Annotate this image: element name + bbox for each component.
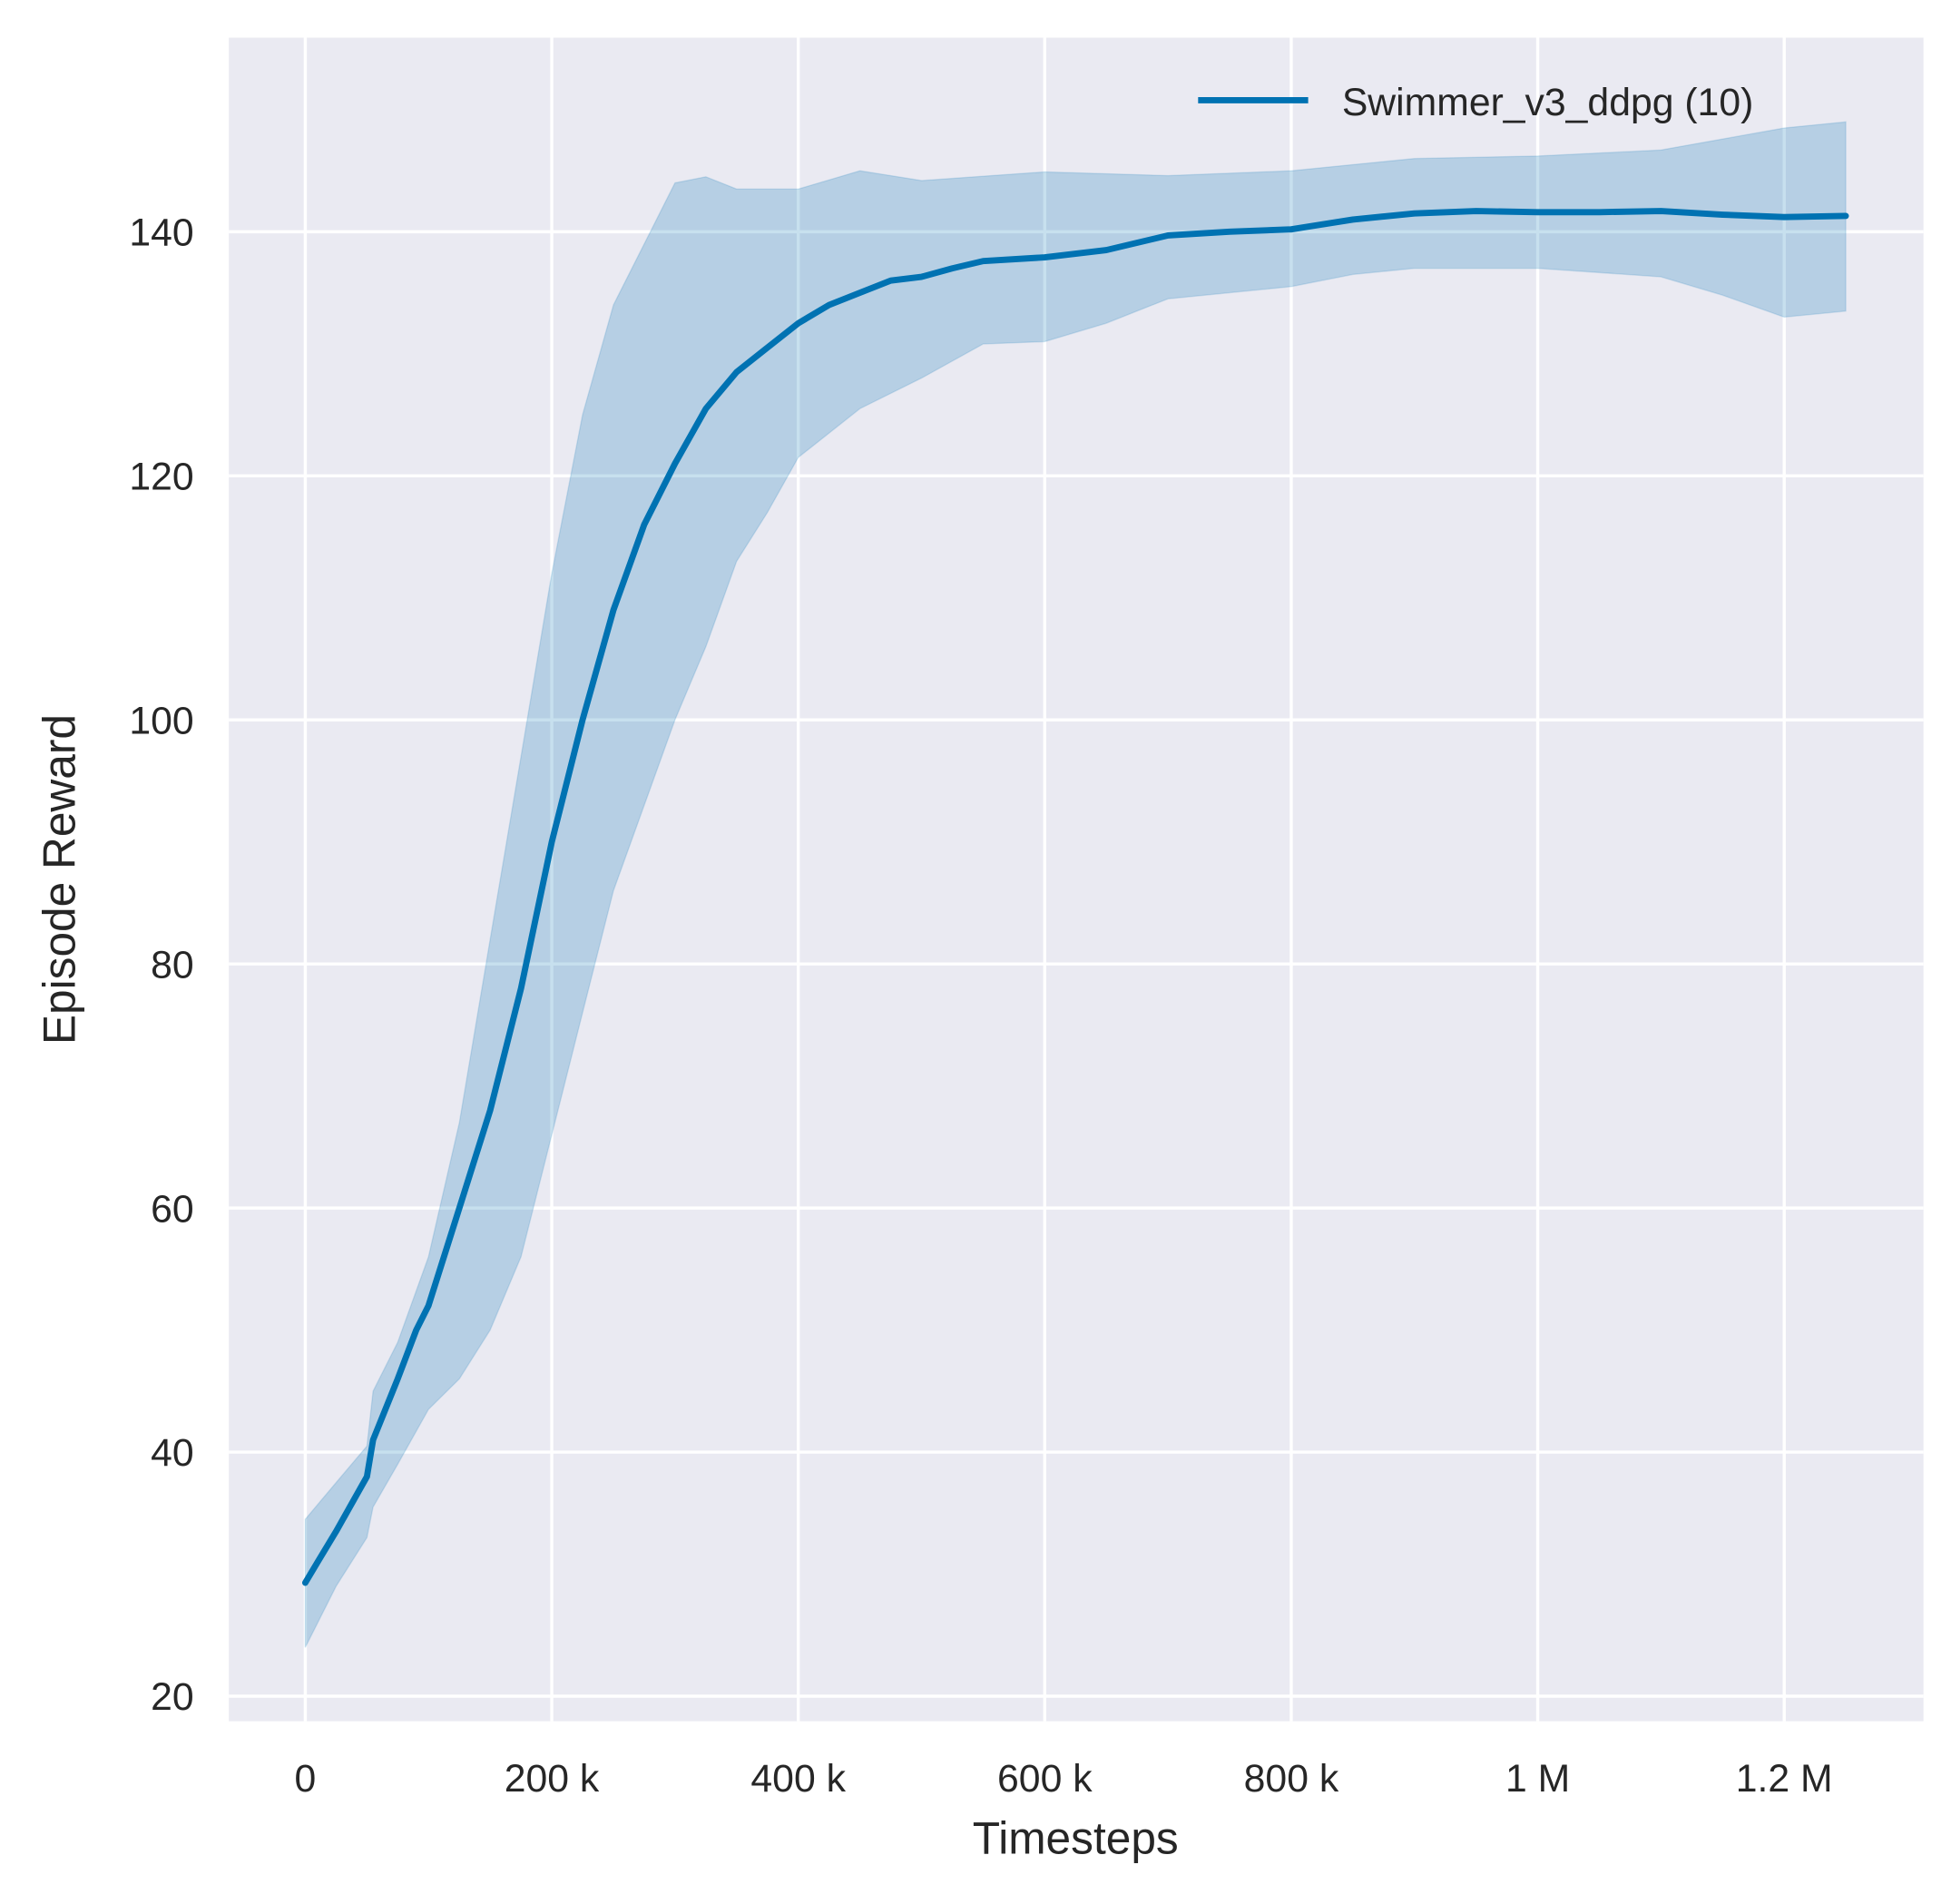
x-tick-label: 200 k xyxy=(505,1757,600,1801)
y-tick-label: 20 xyxy=(151,1675,194,1719)
x-tick-label: 800 k xyxy=(1244,1757,1339,1801)
y-tick-label: 80 xyxy=(151,943,194,986)
y-axis-label: Episode Reward xyxy=(34,714,85,1045)
confidence-band-area xyxy=(304,121,1847,1648)
x-axis-label: Timesteps xyxy=(973,1813,1179,1864)
series-lines xyxy=(301,208,1849,1586)
x-tick-label: 0 xyxy=(295,1757,317,1801)
confidence-band xyxy=(304,121,1847,1648)
legend: Swimmer_v3_ddpg (10) xyxy=(1198,81,1753,124)
x-tick-label: 1.2 M xyxy=(1736,1757,1833,1801)
y-tick-label: 60 xyxy=(151,1187,194,1231)
y-tick-label: 100 xyxy=(129,699,193,742)
tick-labels: 0 200 k 400 k 600 k 800 k 1 M 1.2 M 20 40 60 80 100… xyxy=(129,211,1832,1801)
y-tick-label: 140 xyxy=(129,211,193,255)
y-tick-label: 120 xyxy=(129,455,193,498)
y-tick-label: 40 xyxy=(151,1431,194,1475)
x-tick-label: 600 k xyxy=(997,1757,1093,1801)
grid xyxy=(229,37,1924,1722)
legend-label: Swimmer_v3_ddpg (10) xyxy=(1342,81,1754,124)
x-tick-label: 1 M xyxy=(1505,1757,1570,1801)
x-tick-label: 400 k xyxy=(750,1757,846,1801)
mean-line xyxy=(301,208,1849,1586)
plot-background xyxy=(229,37,1924,1722)
